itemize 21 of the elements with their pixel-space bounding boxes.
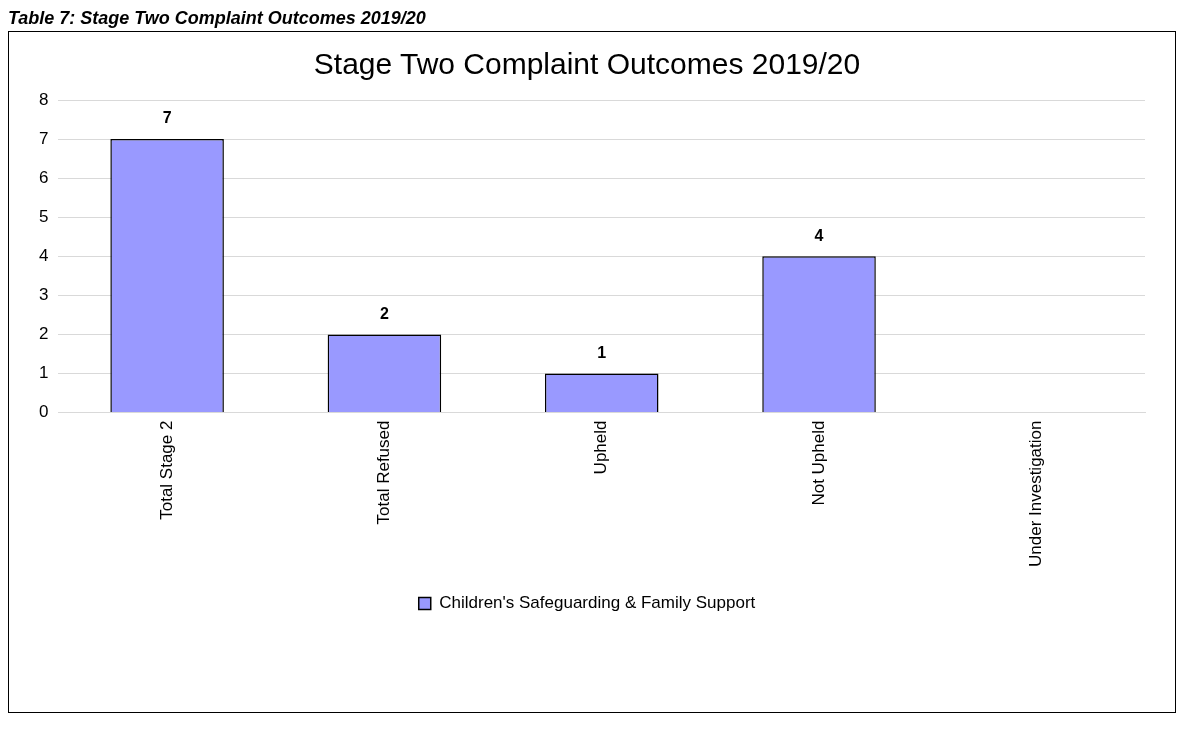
y-tick-label: 4	[38, 245, 49, 265]
x-tick-label: Total Refused	[374, 420, 394, 525]
legend-label: Children's Safeguarding & Family Support	[439, 593, 756, 613]
x-tick-label: Total Stage 2	[156, 420, 176, 520]
x-tick-label: Not Upheld	[808, 420, 828, 506]
x-tick-label: Upheld	[591, 420, 611, 475]
y-tick-label: 6	[38, 167, 49, 187]
y-tick-label: 3	[38, 285, 49, 305]
y-tick-label: 7	[38, 128, 49, 148]
data-label: 7	[162, 109, 172, 127]
caption: Table 7: Stage Two Complaint Outcomes 2019/20	[8, 8, 427, 29]
data-label: 1	[597, 343, 607, 361]
y-tick-label: 1	[38, 363, 49, 383]
y-tick-label: 5	[38, 206, 49, 226]
y-tick-label: 0	[38, 402, 49, 422]
data-label: 4	[814, 226, 824, 244]
data-label: 2	[379, 304, 389, 322]
chart-title: Stage Two Complaint Outcomes 2019/20	[313, 47, 861, 81]
y-tick-label: 8	[38, 89, 49, 109]
y-tick-label: 2	[38, 324, 49, 344]
x-tick-label: Under Investigation	[1026, 420, 1046, 568]
